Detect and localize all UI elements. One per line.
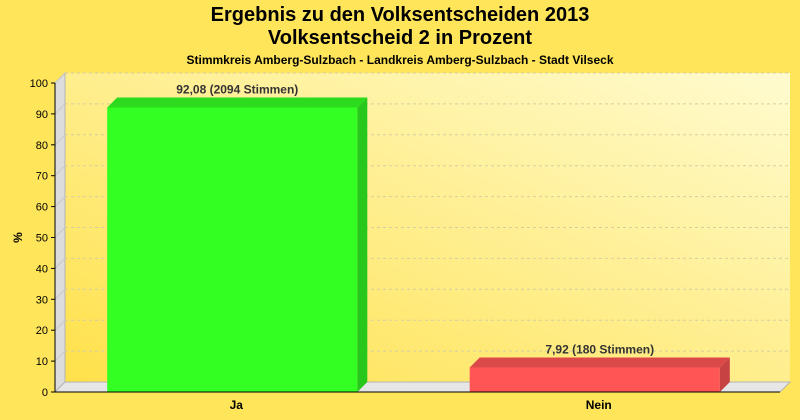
y-tick-label: 10 (36, 356, 48, 368)
gridline-diag (54, 350, 66, 362)
x-tick-label: Nein (586, 398, 612, 412)
gridline-diag (54, 258, 66, 269)
bar-nein-front (469, 367, 720, 392)
data-label: 7,92 (180 Stimmen) (545, 343, 654, 357)
bar-ja-front (107, 107, 358, 392)
bar-nein-top (469, 357, 730, 368)
y-tick-label: 40 (36, 263, 48, 275)
y-axis-label: % (11, 232, 25, 243)
y-tick-label: 90 (36, 109, 48, 121)
bar-ja-side (357, 97, 368, 392)
y-tick-label: 50 (36, 233, 48, 245)
y-tick-label: 80 (36, 140, 48, 152)
y-tick-label: 100 (30, 78, 48, 90)
gridline-diag (54, 319, 66, 331)
chart-title: Ergebnis zu den Volksentscheiden 2013 (210, 4, 590, 26)
gridline-diag (54, 134, 66, 146)
gridline-diag (54, 165, 66, 177)
gridline-diag (54, 103, 66, 115)
y-tick-label: 30 (36, 294, 48, 306)
x-tick-label: Ja (230, 398, 244, 412)
chart-subtitle: Volksentscheid 2 in Prozent (267, 27, 533, 49)
y-tick-label: 20 (36, 325, 48, 337)
y-tick-label: 60 (36, 202, 48, 214)
chart-region-subtitle: Stimmkreis Amberg-Sulzbach - Landkreis A… (186, 53, 614, 67)
gridline-diag (54, 196, 66, 207)
gridline-diag (54, 227, 66, 238)
gridline-diag (54, 72, 66, 84)
bar-ja-top (107, 97, 368, 108)
y-tick-label: 0 (42, 387, 48, 399)
data-label: 92,08 (2094 Stimmen) (176, 82, 298, 96)
bar-nein-side (719, 357, 730, 392)
gridline-diag (54, 288, 66, 300)
y-tick-label: 70 (36, 171, 48, 183)
